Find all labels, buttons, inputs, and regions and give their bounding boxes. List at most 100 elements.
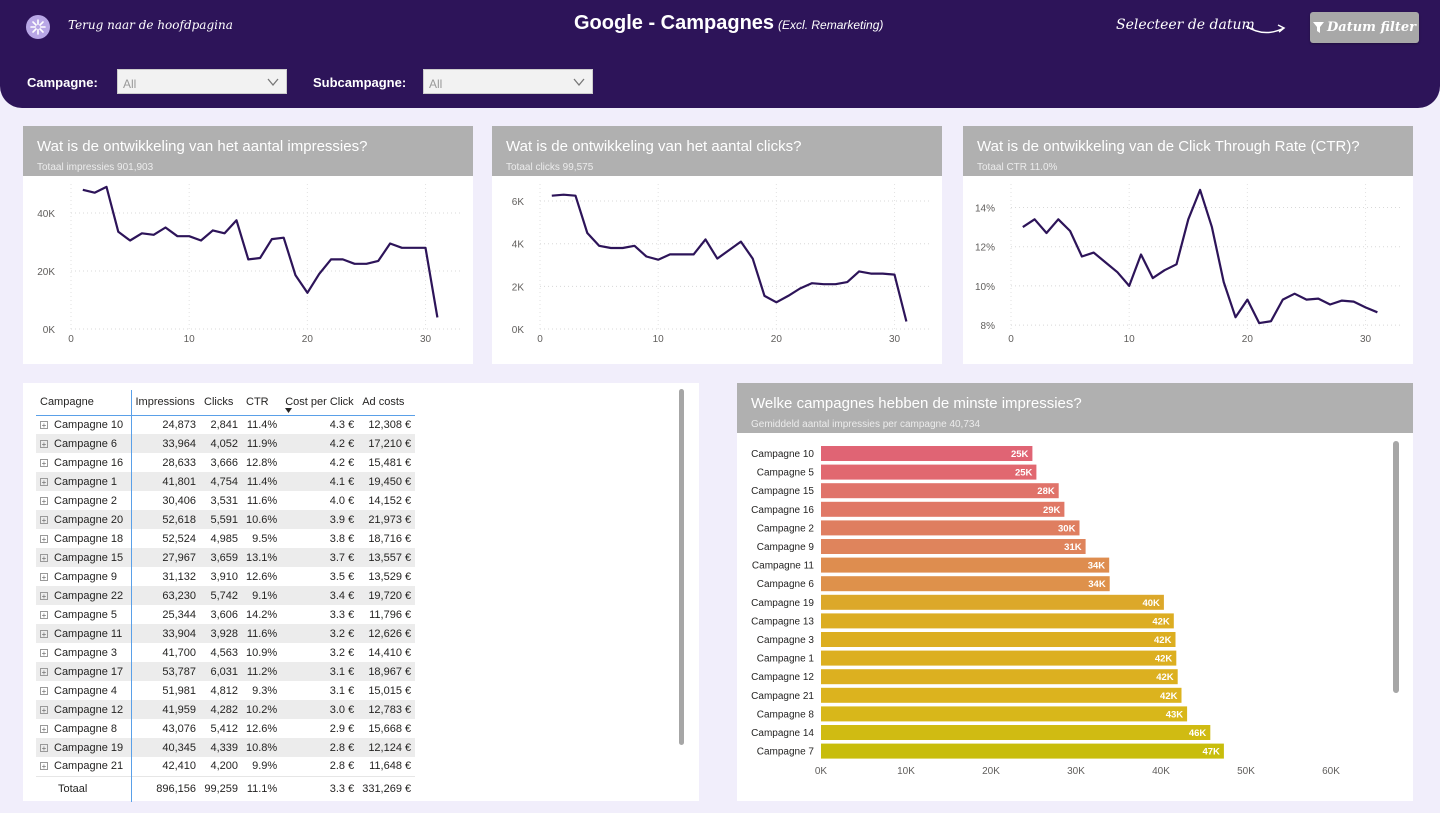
bar[interactable] bbox=[821, 501, 1065, 517]
subcampaign-slicer[interactable]: All bbox=[423, 69, 593, 94]
category-label: Campagne 15 bbox=[751, 486, 814, 497]
back-to-home-link[interactable]: Terug naar de hoofdpagina bbox=[68, 18, 233, 32]
expand-icon[interactable]: + bbox=[40, 458, 48, 468]
expand-icon[interactable]: + bbox=[40, 515, 48, 525]
y-tick-label: 20K bbox=[37, 267, 55, 278]
expand-icon[interactable]: + bbox=[40, 667, 48, 677]
column-header-ctr[interactable]: CTR bbox=[242, 390, 282, 416]
least-impressions-bar-chart[interactable]: 0K 10K 20K 30K 40K 50K 60K Campagne 10 25K Campag… bbox=[737, 433, 1413, 801]
series-line[interactable] bbox=[82, 185, 439, 318]
cell-ctr: 10.8% bbox=[242, 738, 282, 757]
column-header-cost-per-click[interactable]: Cost per Click bbox=[281, 390, 359, 416]
y-tick-label: 6K bbox=[512, 197, 525, 208]
column-header-ad-costs[interactable]: Ad costs bbox=[358, 390, 416, 416]
table-row[interactable]: + Campagne 12 41,959 4,282 10.2% 3.0 €12,783 … bbox=[36, 700, 416, 719]
expand-icon[interactable]: + bbox=[40, 648, 48, 658]
expand-icon[interactable]: + bbox=[40, 610, 48, 620]
cell-clicks: 4,052 bbox=[200, 434, 242, 453]
table-row[interactable]: + Campagne 2 30,406 3,531 11.6% 4.0 € 14,152 € bbox=[36, 491, 415, 510]
bar[interactable] bbox=[821, 632, 1176, 647]
bar[interactable] bbox=[821, 576, 1110, 592]
bar[interactable] bbox=[821, 594, 1164, 610]
table-row[interactable]: + Campagne 15 27,967 3,659 13.1% 3.7 €13,557 … bbox=[36, 548, 416, 567]
series-line[interactable] bbox=[551, 193, 908, 322]
bar-chart-scrollbar[interactable] bbox=[1393, 441, 1399, 693]
y-tick-label: 0K bbox=[512, 325, 525, 336]
bar[interactable] bbox=[821, 483, 1059, 499]
expand-icon[interactable]: + bbox=[40, 743, 48, 753]
bar[interactable] bbox=[821, 687, 1182, 703]
campaign-table: Campagne Impressions Clicks CTR Cost per… bbox=[36, 390, 416, 802]
cell-impressions: 52,618 bbox=[131, 510, 200, 529]
expand-icon[interactable]: + bbox=[40, 724, 48, 734]
data-label: 30K bbox=[1058, 523, 1076, 534]
bar[interactable] bbox=[821, 669, 1178, 685]
expand-icon[interactable]: + bbox=[40, 439, 48, 449]
x-tick-label: 60K bbox=[1322, 766, 1340, 777]
impressions-line-chart[interactable]: 0K 20K 40K 0 10 20 30 bbox=[23, 176, 473, 364]
column-header-clicks[interactable]: Clicks bbox=[200, 390, 242, 416]
expand-icon[interactable]: + bbox=[40, 553, 48, 563]
cell-clicks: 4,200 bbox=[210, 760, 238, 773]
bar[interactable] bbox=[821, 650, 1177, 666]
cell-campaign-name: Campagne 9 bbox=[54, 570, 117, 583]
table-row[interactable]: + Campagne 19 40,345 4,339 10.8% 2.8 €12,124 … bbox=[36, 738, 416, 757]
logo-icon[interactable] bbox=[26, 15, 50, 39]
campaign-slicer[interactable]: All bbox=[117, 69, 287, 94]
expand-icon[interactable]: + bbox=[40, 534, 48, 544]
cell-ctr: 9.5% bbox=[252, 532, 278, 545]
bar[interactable] bbox=[821, 557, 1110, 573]
expand-icon[interactable]: + bbox=[40, 477, 48, 487]
expand-icon[interactable]: + bbox=[40, 496, 48, 506]
table-row[interactable]: + Campagne 17 53,787 6,031 11.2% 3.1 €18,967 … bbox=[36, 662, 416, 681]
expand-icon[interactable]: + bbox=[40, 420, 48, 430]
data-label: 34K bbox=[1088, 561, 1106, 572]
table-row[interactable]: + Campagne 5 25,344 3,606 14.2% 3.3 € 11,796 € bbox=[36, 605, 415, 624]
table-row[interactable]: + Campagne 3 41,700 4,563 10.9% 3.2 € 14,410 € bbox=[36, 643, 415, 662]
cell-clicks: 3,659 bbox=[200, 548, 242, 567]
table-row[interactable]: + Campagne 8 43,076 5,412 12.6% 2.9 € 15,668 € bbox=[36, 719, 415, 738]
bar[interactable] bbox=[821, 725, 1211, 740]
series-line[interactable] bbox=[1022, 188, 1378, 325]
cell-clicks: 4,812 bbox=[210, 684, 238, 697]
table-row[interactable]: + Campagne 9 31,132 3,910 12.6% 3.5 € 13,529 € bbox=[36, 567, 415, 586]
x-tick-label: 30 bbox=[1360, 334, 1372, 345]
data-label: 25K bbox=[1015, 468, 1033, 479]
expand-icon[interactable]: + bbox=[40, 686, 48, 696]
cell-ctr: 10.9% bbox=[246, 646, 278, 659]
column-header-campagne[interactable]: Campagne bbox=[36, 390, 132, 416]
bar[interactable] bbox=[821, 539, 1086, 554]
table-row[interactable]: + Campagne 4 51,981 4,812 9.3% 3.1 € 15,015 € bbox=[36, 681, 415, 700]
table-row[interactable]: + Campagne 6 33,964 4,052 11.9% 4.2 €17,210 € bbox=[36, 434, 416, 453]
clicks-line-chart[interactable]: 0K 2K 4K 6K 0 10 20 30 bbox=[492, 176, 942, 364]
table-row[interactable]: + Campagne 21 42,410 4,200 9.9% 2.8 € 11,648 € bbox=[36, 757, 415, 776]
table-row[interactable]: + Campagne 10 24,873 2,841 11.4% 4.3 € 12,308 … bbox=[36, 415, 415, 434]
category-label: Campagne 14 bbox=[751, 728, 814, 739]
table-row[interactable]: + Campagne 20 52,618 5,591 10.6% 3.9 €21,973 … bbox=[36, 510, 416, 529]
table-row[interactable]: + Campagne 16 28,633 3,666 12.8% 4.2 € 15,481 … bbox=[36, 453, 415, 472]
cell-ctr: 12.6% bbox=[246, 722, 278, 735]
cell-cost-per-click: 4.2 € bbox=[281, 434, 359, 453]
expand-icon[interactable]: + bbox=[40, 705, 48, 715]
bar[interactable] bbox=[821, 446, 1033, 461]
bar[interactable] bbox=[821, 706, 1188, 722]
bar[interactable] bbox=[821, 613, 1174, 629]
table-row[interactable]: + Campagne 22 63,230 5,742 9.1% 3.4 €19,720 € bbox=[36, 586, 416, 605]
bar[interactable] bbox=[821, 520, 1080, 536]
column-header-impressions[interactable]: Impressions bbox=[131, 390, 200, 416]
ctr-line-chart[interactable]: 8% 10% 12% 14% 0 10 20 30 bbox=[963, 176, 1413, 364]
bar[interactable] bbox=[821, 743, 1224, 759]
expand-icon[interactable]: + bbox=[40, 629, 48, 639]
category-label: Campagne 21 bbox=[751, 691, 814, 702]
table-row[interactable]: + Campagne 1 41,801 4,754 11.4% 4.1 €19,450 € bbox=[36, 472, 416, 491]
expand-icon[interactable]: + bbox=[40, 591, 48, 601]
expand-icon[interactable]: + bbox=[40, 572, 48, 582]
expand-icon[interactable]: + bbox=[40, 762, 48, 772]
y-tick-label: 8% bbox=[981, 321, 996, 332]
date-filter-button[interactable]: Datum filter bbox=[1310, 12, 1419, 43]
table-row[interactable]: + Campagne 11 33,904 3,928 11.6% 3.2 €12,626 … bbox=[36, 624, 416, 643]
table-row[interactable]: + Campagne 18 52,524 4,985 9.5% 3.8 € 18,716 € bbox=[36, 529, 415, 548]
cell-impressions: 52,524 bbox=[162, 532, 196, 545]
bar[interactable] bbox=[821, 464, 1037, 480]
table-scrollbar[interactable] bbox=[679, 389, 684, 745]
